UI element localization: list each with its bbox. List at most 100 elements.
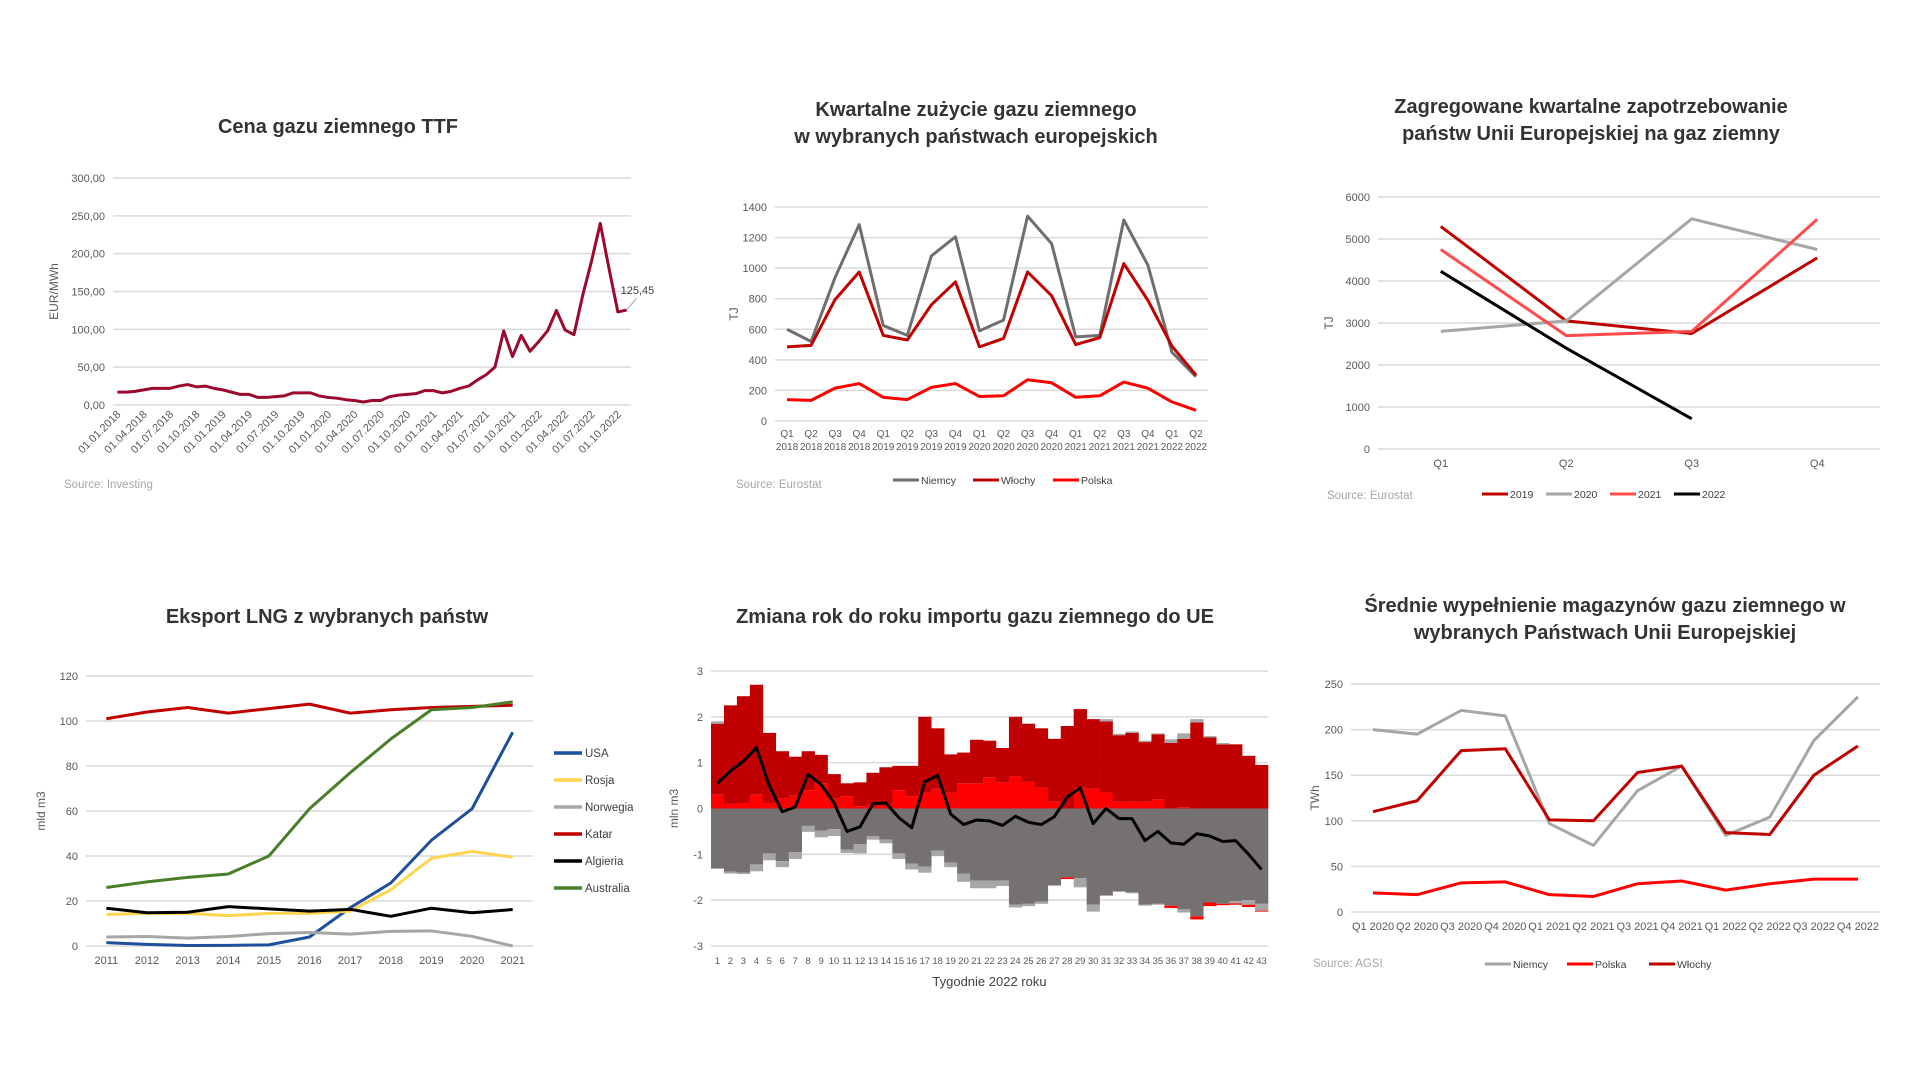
x-tick-label-line: 2019 xyxy=(872,442,895,453)
chart-0: 0,00 50,00 100,00 150,00 200,00 250,00 300,00 E… xyxy=(47,173,654,491)
bar-negative-dark-gray xyxy=(892,808,906,854)
bar-negative-light-gray xyxy=(814,830,828,838)
bar-positive-light-gray xyxy=(1151,733,1165,735)
bar-negative-light-gray xyxy=(1021,903,1036,907)
bar-negative-dark-gray xyxy=(749,808,764,865)
x-tick-label: 1 xyxy=(715,956,720,967)
x-tick-label-line: Q2 xyxy=(997,429,1011,440)
y-tick-label: 300,00 xyxy=(71,173,105,185)
bar-negative-dark-gray xyxy=(983,808,997,881)
source-note: Source: Eurostat xyxy=(736,479,822,491)
bar-negative-light-gray xyxy=(801,825,815,832)
x-tick-label-line: 2021 xyxy=(1065,442,1088,453)
legend-label: 2019 xyxy=(1510,489,1534,501)
bar-positive-dark-red xyxy=(1164,742,1178,809)
y-tick-label: 0 xyxy=(761,416,767,428)
bar-negative-dark-gray xyxy=(1190,808,1204,917)
bar-negative-light-gray xyxy=(736,872,751,875)
x-tick-label-line: 2018 xyxy=(776,442,799,453)
bar-positive-bright-red xyxy=(1112,801,1126,809)
legend-label: 2022 xyxy=(1702,489,1726,501)
series-line-włochy xyxy=(1372,744,1859,836)
x-tick-label: 2 xyxy=(728,956,733,967)
x-tick-label: Q3 2018 xyxy=(824,429,847,453)
x-tick-label: 43 xyxy=(1256,956,1267,967)
legend-label: USA xyxy=(585,748,609,760)
bar-positive-dark-red xyxy=(762,732,777,803)
x-tick-label-line: Q2 xyxy=(901,429,915,440)
bar-positive-light-gray xyxy=(1190,719,1204,723)
bar-positive-dark-red xyxy=(1047,738,1062,802)
bar-negative-dark-gray xyxy=(762,808,777,854)
legend-label: Polska xyxy=(1595,959,1627,971)
x-tick-label: 38 xyxy=(1191,956,1202,967)
bar-positive-dark-red xyxy=(995,748,1010,783)
bar-positive-light-gray xyxy=(1216,742,1230,745)
x-tick-label: Q1 2022 xyxy=(1161,429,1184,453)
x-tick-label: 11 xyxy=(842,956,852,967)
x-tick-label: Q4 2021 xyxy=(1137,429,1160,453)
x-tick-label: 30 xyxy=(1088,956,1099,967)
series-line-niemcy xyxy=(786,214,1198,378)
x-tick-label: Q1 2021 xyxy=(1528,921,1570,933)
x-tick-label: Q1 xyxy=(1433,458,1448,470)
y-axis-label: mld m3 xyxy=(34,791,48,831)
x-tick-label: 2019 xyxy=(419,955,443,967)
bar-positive-dark-red xyxy=(1021,723,1036,782)
x-tick-label-line: 2021 xyxy=(1089,442,1112,453)
x-tick-label: Q4 2022 xyxy=(1837,921,1879,933)
x-tick-label: 2012 xyxy=(135,955,159,967)
x-tick-label-line: 2019 xyxy=(920,442,943,453)
bar-positive-bright-red xyxy=(711,794,725,809)
x-tick-label-line: Q1 xyxy=(1165,429,1179,440)
y-tick-label: 2000 xyxy=(1346,360,1370,372)
y-tick-label: 800 xyxy=(749,294,767,306)
bar-positive-bright-red xyxy=(1151,799,1165,809)
bar-positive-light-gray xyxy=(1203,736,1217,738)
x-tick-label: 27 xyxy=(1049,956,1060,967)
x-tick-label: Q2 2020 xyxy=(992,429,1015,453)
bar-positive-dark-red xyxy=(1138,742,1152,802)
x-tick-label: Q1 2022 xyxy=(1705,921,1747,933)
bar-negative-dark-gray xyxy=(1060,808,1074,878)
x-tick-label-line: 2020 xyxy=(1041,442,1064,453)
x-tick-label-line: Q1 xyxy=(1069,429,1083,440)
bar-negative-dark-gray xyxy=(1021,808,1036,904)
source-note: Source: Eurostat xyxy=(1327,490,1413,502)
x-tick-label: 8 xyxy=(806,956,811,967)
bar-negative-dark-gray xyxy=(879,808,893,840)
legend-label: Włochy xyxy=(1677,959,1712,971)
x-tick-label: 23 xyxy=(997,956,1008,967)
bar-positive-bright-red xyxy=(736,803,751,809)
y-tick-label: 60 xyxy=(66,806,78,818)
x-tick-label-line: Q4 xyxy=(949,429,963,440)
x-tick-label: 19 xyxy=(945,956,956,967)
y-tick-label: 200 xyxy=(749,385,767,397)
bar-positive-bright-red xyxy=(801,790,815,809)
bar-negative-light-gray xyxy=(1125,892,1139,894)
x-tick-label-line: 2021 xyxy=(1137,442,1160,453)
chart-title-ttf-price: Cena gazu ziemnego TTF xyxy=(217,116,459,138)
y-tick-label: 100 xyxy=(1325,816,1343,828)
y-tick-label: 200 xyxy=(1325,725,1343,737)
x-tick-label-line: Q2 xyxy=(804,429,818,440)
x-tick-label-line: Q4 xyxy=(1045,429,1059,440)
bar-negative-dark-gray xyxy=(775,808,790,862)
x-tick-label: 18 xyxy=(932,956,943,967)
bar-negative-dark-gray xyxy=(995,808,1010,881)
y-axis-label: mln m3 xyxy=(667,789,681,829)
x-tick-label: 36 xyxy=(1166,956,1177,967)
bar-positive-bright-red xyxy=(840,796,854,809)
annotation-leader xyxy=(626,297,637,311)
bar-positive-dark-red xyxy=(892,765,906,791)
bar-positive-bright-red xyxy=(1177,807,1191,809)
bar-negative-light-gray xyxy=(1086,904,1100,912)
x-tick-label: Q3 2021 xyxy=(1113,429,1136,453)
bar-negative-dark-gray xyxy=(1203,808,1217,903)
bar-negative-dark-gray xyxy=(905,808,919,864)
x-tick-label: Q4 xyxy=(1810,458,1825,470)
bar-negative-dark-gray xyxy=(918,808,932,867)
series-line-2019 xyxy=(1439,225,1819,335)
bar-negative-light-gray xyxy=(957,873,971,882)
